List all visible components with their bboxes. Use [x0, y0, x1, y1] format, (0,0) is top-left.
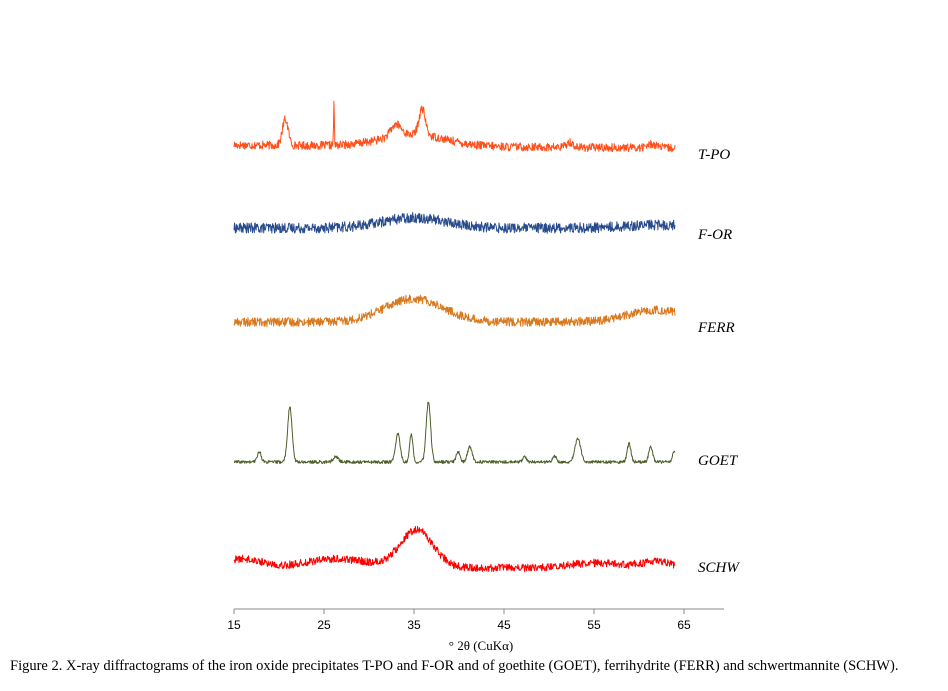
traces [233, 100, 676, 573]
series-label-ferr: FERR [697, 320, 735, 336]
trace-f-or [233, 212, 676, 234]
x-tick-label: 25 [317, 618, 331, 632]
series-label-goet: GOET [698, 453, 739, 469]
x-tick-label: 35 [407, 618, 421, 632]
x-tick-label: 15 [227, 618, 241, 632]
figure-caption: Figure 2. X-ray diffractograms of the ir… [10, 658, 899, 674]
trace-ferr [233, 294, 676, 327]
series-label-schw: SCHW [698, 560, 740, 576]
x-axis: 15 25 35 45 55 65 ° 2θ (CuKα) [227, 608, 724, 653]
x-axis-title: ° 2θ (CuKα) [449, 638, 513, 653]
x-tick-label: 55 [587, 618, 601, 632]
series-label-t-po: T-PO [698, 147, 730, 163]
series-labels: T-PO F-OR FERR GOET SCHW [697, 147, 740, 576]
trace-schw [233, 525, 676, 573]
x-tick-label: 65 [677, 618, 691, 632]
x-tick-label: 45 [497, 618, 511, 632]
trace-goet [233, 401, 676, 465]
series-label-f-or: F-OR [697, 227, 732, 243]
trace-t-po [233, 100, 676, 153]
